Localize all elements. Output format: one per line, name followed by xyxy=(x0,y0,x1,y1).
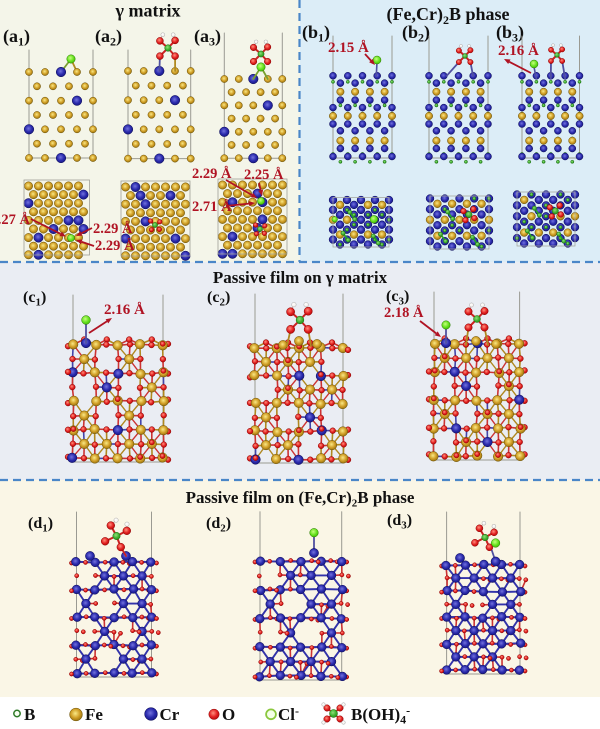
svg-text:γ matrix: γ matrix xyxy=(115,1,181,21)
svg-text:Passive film on (Fe,Cr)2B phas: Passive film on (Fe,Cr)2B phase xyxy=(186,488,415,510)
svg-text:(c3): (c3) xyxy=(386,288,409,308)
svg-text:(b3): (b3) xyxy=(496,22,524,45)
svg-text:Fe: Fe xyxy=(85,705,103,724)
svg-text:(d1): (d1) xyxy=(28,515,53,535)
svg-text:(Fe,Cr)2B phase: (Fe,Cr)2B phase xyxy=(387,4,510,27)
svg-text:Cr: Cr xyxy=(160,705,180,724)
svg-text:B(OH)4-: B(OH)4- xyxy=(351,704,410,727)
svg-text:2.25 Å: 2.25 Å xyxy=(244,167,284,183)
svg-text:Passive film on γ matrix: Passive film on γ matrix xyxy=(213,268,388,287)
svg-text:2.15 Å: 2.15 Å xyxy=(328,40,369,56)
svg-text:2.16 Å: 2.16 Å xyxy=(104,302,145,318)
svg-text:(b1): (b1) xyxy=(302,22,330,45)
svg-text:(b2): (b2) xyxy=(402,22,430,45)
svg-text:2.27 Å: 2.27 Å xyxy=(0,212,31,228)
svg-text:(a1): (a1) xyxy=(3,26,30,49)
svg-text:(a3): (a3) xyxy=(194,26,221,49)
svg-text:(c1): (c1) xyxy=(23,289,46,309)
svg-text:2.29 Å: 2.29 Å xyxy=(95,238,135,254)
svg-text:2.16 Å: 2.16 Å xyxy=(498,43,539,59)
svg-text:B: B xyxy=(24,705,35,724)
svg-text:2.71 Å: 2.71 Å xyxy=(192,199,232,215)
svg-text:O: O xyxy=(222,705,235,724)
svg-text:2.29 Å: 2.29 Å xyxy=(192,166,232,182)
svg-text:2.18 Å: 2.18 Å xyxy=(384,305,424,321)
svg-text:(d3): (d3) xyxy=(387,512,412,532)
svg-text:Cl-: Cl- xyxy=(278,704,299,724)
svg-text:2.29 Å: 2.29 Å xyxy=(93,221,133,237)
svg-text:(c2): (c2) xyxy=(207,289,230,309)
svg-text:(d2): (d2) xyxy=(206,515,231,535)
svg-text:(a2): (a2) xyxy=(95,26,122,49)
